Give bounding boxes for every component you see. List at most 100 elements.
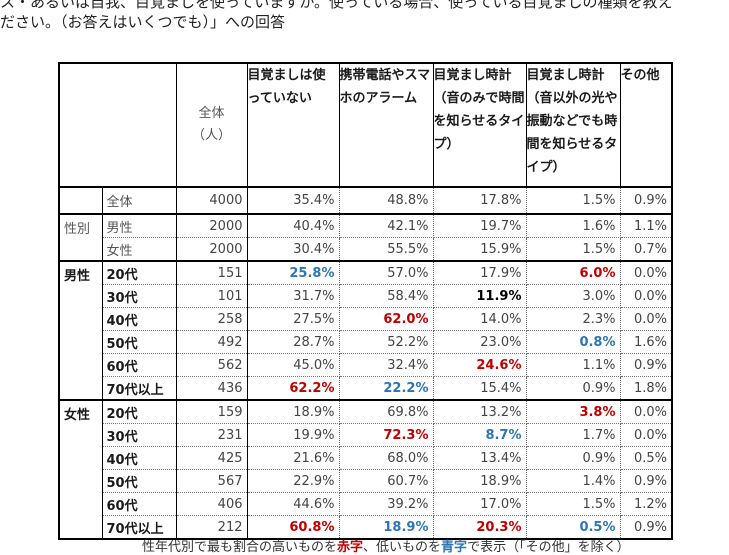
row-label: 70代以上 bbox=[102, 515, 177, 540]
group-label: 女性 bbox=[58, 400, 103, 540]
row-label: 50代 bbox=[102, 469, 177, 493]
cell-light-clock: 3.8% bbox=[526, 400, 621, 424]
cell-sound-clock: 24.6% bbox=[433, 353, 527, 377]
cell-other: 0.0% bbox=[620, 261, 673, 285]
header-total: 全体 （人） bbox=[175, 62, 248, 188]
cell-sound-clock: 17.9% bbox=[433, 261, 527, 285]
table-row: 女性 20代 159 18.9% 69.8% 13.2% 3.8% 0.0% bbox=[58, 400, 673, 540]
cell-no-alarm: 60.8% bbox=[247, 515, 340, 540]
header-row: 全体 （人） 目覚ましは使っていない 携帯電話やスマホのアラーム 目覚まし時計（音… bbox=[58, 62, 673, 188]
cell-phone-alarm: 39.2% bbox=[339, 492, 434, 516]
question-text-line2: ださい。（お答えはいくつでも）」への回答 bbox=[0, 13, 286, 31]
cell-sound-clock: 14.0% bbox=[433, 307, 527, 331]
table-row: 50代 492 28.7% 52.2% 23.0% 0.8% 1.6% bbox=[59, 330, 673, 354]
row-label: 40代 bbox=[102, 307, 177, 331]
cell-phone-alarm: 58.4% bbox=[339, 284, 434, 308]
footnote: 性年代別で最も割合の高いものを赤字、低いものを青字で表示（「その他」を除く） bbox=[142, 536, 630, 555]
header-total-label: 全体 （人） bbox=[191, 106, 231, 143]
row-label: 30代 bbox=[102, 284, 177, 308]
row-label: 男性 bbox=[102, 214, 177, 238]
cell-phone-alarm: 48.8% bbox=[339, 187, 434, 215]
cell-no-alarm: 22.9% bbox=[247, 469, 340, 493]
cell-other: 1.6% bbox=[620, 330, 673, 354]
respondent-count: 101 bbox=[176, 284, 248, 308]
row-label: 60代 bbox=[102, 353, 177, 377]
respondent-count: 2000 bbox=[176, 214, 248, 238]
footnote-blue-word: 青字 bbox=[441, 540, 468, 555]
cell-phone-alarm: 18.9% bbox=[339, 515, 434, 540]
cell-no-alarm: 27.5% bbox=[247, 307, 340, 331]
cell-other: 1.1% bbox=[620, 214, 673, 238]
footnote-middle: 、低いものを bbox=[363, 540, 442, 555]
respondent-count: 212 bbox=[176, 515, 248, 540]
cell-other: 0.0% bbox=[620, 284, 673, 308]
row-label: 40代 bbox=[102, 446, 177, 470]
table-row: 50代 567 22.9% 60.7% 18.9% 1.4% 0.9% bbox=[59, 469, 673, 493]
group-label: 性別 bbox=[58, 214, 103, 262]
cell-phone-alarm: 72.3% bbox=[339, 423, 434, 447]
table-row: 男性 20代 151 25.8% 57.0% 17.9% 6.0% 0.0% bbox=[58, 261, 673, 401]
cell-no-alarm: 28.7% bbox=[247, 330, 340, 354]
cell-no-alarm: 31.7% bbox=[247, 284, 340, 308]
cell-light-clock: 0.9% bbox=[526, 376, 621, 401]
results-table: 全体 （人） 目覚ましは使っていない 携帯電話やスマホのアラーム 目覚まし時計（音… bbox=[58, 62, 673, 540]
cell-light-clock: 1.7% bbox=[526, 423, 621, 447]
table-row: 全体 4000 35.4% 48.8% 17.8% 1.5% 0.9% bbox=[58, 187, 673, 215]
cell-light-clock: 1.6% bbox=[526, 214, 621, 238]
cell-light-clock: 1.1% bbox=[526, 353, 621, 377]
respondent-count: 567 bbox=[176, 469, 248, 493]
header-other: その他 bbox=[619, 62, 673, 188]
cell-phone-alarm: 55.5% bbox=[339, 237, 434, 262]
respondent-count: 258 bbox=[176, 307, 248, 331]
cell-other: 0.9% bbox=[620, 353, 673, 377]
table-row: 40代 258 27.5% 62.0% 14.0% 2.3% 0.0% bbox=[59, 307, 673, 331]
cell-no-alarm: 25.8% bbox=[247, 261, 340, 285]
footnote-suffix: で表示（「その他」を除く） bbox=[467, 540, 630, 555]
respondent-count: 159 bbox=[176, 400, 248, 424]
cell-light-clock: 0.8% bbox=[526, 330, 621, 354]
cell-sound-clock: 23.0% bbox=[433, 330, 527, 354]
row-label: 50代 bbox=[102, 330, 177, 354]
row-label: 20代 bbox=[102, 400, 177, 424]
table-row: 性別 男性 2000 40.4% 42.1% 19.7% 1.6% 1.1% bbox=[58, 214, 673, 262]
header-no-alarm: 目覚ましは使っていない bbox=[246, 62, 340, 188]
table-row: 女性 2000 30.4% 55.5% 15.9% 1.5% 0.7% bbox=[59, 237, 673, 262]
cell-no-alarm: 21.6% bbox=[247, 446, 340, 470]
cell-other: 0.5% bbox=[620, 446, 673, 470]
table-row: 30代 101 31.7% 58.4% 11.9% 3.0% 0.0% bbox=[59, 284, 673, 308]
cell-no-alarm: 44.6% bbox=[247, 492, 340, 516]
cell-sound-clock: 15.9% bbox=[433, 237, 527, 262]
cell-other: 1.2% bbox=[620, 492, 673, 516]
row-label: 70代以上 bbox=[102, 376, 177, 401]
header-sound-clock: 目覚まし時計（音のみで時間を知らせるタイプ） bbox=[432, 62, 527, 188]
cell-no-alarm: 30.4% bbox=[247, 237, 340, 262]
respondent-count: 562 bbox=[176, 353, 248, 377]
cell-light-clock: 1.5% bbox=[526, 492, 621, 516]
cell-light-clock: 6.0% bbox=[526, 261, 621, 285]
header-corner bbox=[58, 62, 177, 188]
row-label: 女性 bbox=[102, 237, 177, 262]
cell-phone-alarm: 57.0% bbox=[339, 261, 434, 285]
cell-other: 0.0% bbox=[620, 307, 673, 331]
cell-sound-clock: 8.7% bbox=[433, 423, 527, 447]
cell-other: 0.9% bbox=[620, 187, 673, 215]
table-row: 30代 231 19.9% 72.3% 8.7% 1.7% 0.0% bbox=[59, 423, 673, 447]
cell-sound-clock: 19.7% bbox=[433, 214, 527, 238]
header-light-clock: 目覚まし時計（音以外の光や振動などでも時間を知らせるタイプ） bbox=[525, 62, 621, 188]
respondent-count: 151 bbox=[176, 261, 248, 285]
cell-sound-clock: 13.2% bbox=[433, 400, 527, 424]
cell-sound-clock: 13.4% bbox=[433, 446, 527, 470]
respondent-count: 425 bbox=[176, 446, 248, 470]
cell-other: 1.8% bbox=[620, 376, 673, 401]
cell-sound-clock: 11.9% bbox=[433, 284, 527, 308]
cell-phone-alarm: 60.7% bbox=[339, 469, 434, 493]
row-label: 30代 bbox=[102, 423, 177, 447]
cell-light-clock: 1.5% bbox=[526, 237, 621, 262]
cell-phone-alarm: 32.4% bbox=[339, 353, 434, 377]
table-row: 60代 562 45.0% 32.4% 24.6% 1.1% 0.9% bbox=[59, 353, 673, 377]
footnote-red-word: 赤字 bbox=[337, 540, 364, 555]
cell-other: 0.0% bbox=[620, 423, 673, 447]
cell-no-alarm: 19.9% bbox=[247, 423, 340, 447]
cell-light-clock: 3.0% bbox=[526, 284, 621, 308]
cell-phone-alarm: 68.0% bbox=[339, 446, 434, 470]
